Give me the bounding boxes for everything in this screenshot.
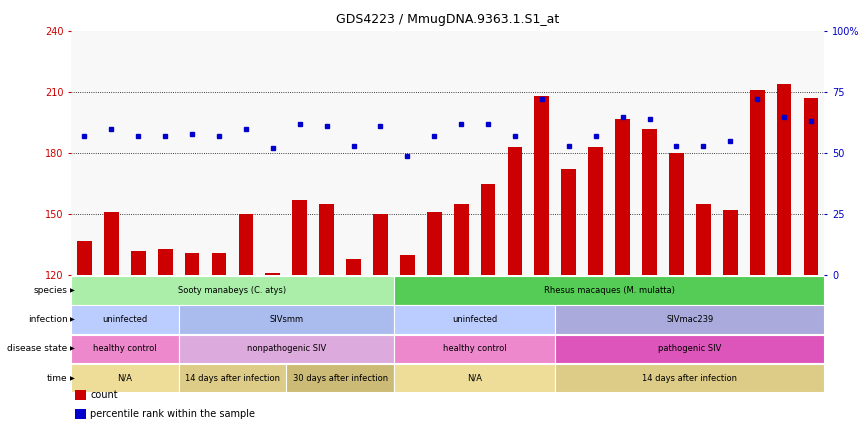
Bar [320, 204, 334, 444]
Bar [178, 305, 394, 334]
Bar [77, 241, 92, 444]
Bar [104, 212, 119, 444]
Bar [293, 200, 307, 444]
Bar [394, 305, 555, 334]
Bar [588, 147, 603, 444]
Text: uninfected: uninfected [102, 315, 147, 324]
Bar [555, 335, 824, 363]
Bar [265, 273, 281, 444]
Bar [211, 253, 226, 444]
Text: N/A: N/A [467, 374, 482, 383]
Text: percentile rank within the sample: percentile rank within the sample [90, 409, 255, 419]
Bar [804, 98, 818, 444]
Bar [178, 335, 394, 363]
Bar [427, 212, 442, 444]
Bar [346, 259, 361, 444]
Text: SIVmac239: SIVmac239 [666, 315, 714, 324]
Bar [373, 214, 388, 444]
Bar [555, 364, 824, 392]
Text: healthy control: healthy control [93, 345, 157, 353]
Bar [394, 364, 555, 392]
Text: pathogenic SIV: pathogenic SIV [658, 345, 721, 353]
Bar [534, 96, 549, 444]
Text: 14 days after infection: 14 days after infection [643, 374, 737, 383]
Text: uninfected: uninfected [452, 315, 497, 324]
Text: count: count [90, 390, 118, 400]
Bar [481, 184, 495, 444]
Text: 14 days after infection: 14 days after infection [185, 374, 280, 383]
Bar [287, 364, 394, 392]
Bar [394, 276, 824, 305]
Bar [615, 119, 630, 444]
Text: ▶: ▶ [70, 346, 74, 352]
Bar [131, 251, 145, 444]
Text: ▶: ▶ [70, 317, 74, 322]
Text: 30 days after infection: 30 days after infection [293, 374, 388, 383]
Text: Rhesus macaques (M. mulatta): Rhesus macaques (M. mulatta) [544, 286, 675, 295]
Text: Sooty manabeys (C. atys): Sooty manabeys (C. atys) [178, 286, 287, 295]
Bar [394, 335, 555, 363]
Bar [71, 276, 394, 305]
Bar [178, 364, 287, 392]
Bar [555, 305, 824, 334]
Bar [158, 249, 172, 444]
Text: ▶: ▶ [70, 376, 74, 381]
Text: healthy control: healthy control [443, 345, 507, 353]
Bar [669, 153, 684, 444]
Bar [561, 170, 576, 444]
Bar [723, 210, 738, 444]
Bar [454, 204, 469, 444]
Bar [400, 255, 415, 444]
Text: nonpathogenic SIV: nonpathogenic SIV [247, 345, 326, 353]
Bar [696, 204, 711, 444]
Bar [750, 90, 765, 444]
Text: species: species [34, 286, 68, 295]
Text: N/A: N/A [117, 374, 132, 383]
Bar [642, 129, 657, 444]
Text: disease state: disease state [7, 345, 68, 353]
Bar [777, 84, 792, 444]
Text: ▶: ▶ [70, 288, 74, 293]
Text: GDS4223 / MmugDNA.9363.1.S1_at: GDS4223 / MmugDNA.9363.1.S1_at [336, 13, 559, 26]
Bar [184, 253, 199, 444]
Bar [507, 147, 522, 444]
Text: infection: infection [28, 315, 68, 324]
Text: time: time [47, 374, 68, 383]
Bar [71, 364, 178, 392]
Bar [71, 305, 178, 334]
Bar [71, 335, 178, 363]
Text: SIVsmm: SIVsmm [269, 315, 303, 324]
Bar [238, 214, 254, 444]
